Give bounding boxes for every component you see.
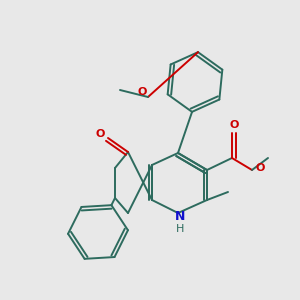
Text: H: H xyxy=(176,224,184,234)
Text: O: O xyxy=(95,129,105,139)
Text: N: N xyxy=(175,211,185,224)
Text: O: O xyxy=(229,120,239,130)
Text: O: O xyxy=(255,163,265,173)
Text: O: O xyxy=(137,87,147,97)
